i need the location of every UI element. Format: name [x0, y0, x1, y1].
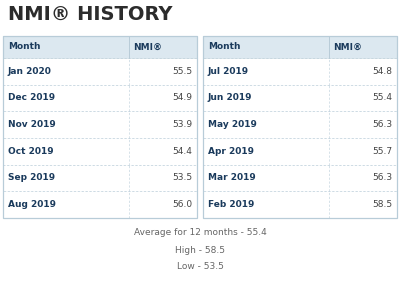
Bar [3, 138, 197, 165]
Text: 54.9: 54.9 [172, 93, 192, 102]
Text: 58.5: 58.5 [372, 200, 392, 209]
Bar [3, 165, 197, 191]
Text: Sep 2019: Sep 2019 [8, 173, 55, 182]
Bar [3, 36, 197, 58]
Text: Low - 53.5: Low - 53.5 [176, 262, 224, 271]
Text: High - 58.5: High - 58.5 [175, 246, 225, 255]
Text: 53.5: 53.5 [172, 173, 192, 182]
Text: Oct 2019: Oct 2019 [8, 147, 54, 156]
Text: 56.0: 56.0 [172, 200, 192, 209]
Text: Apr 2019: Apr 2019 [208, 147, 254, 156]
Text: Aug 2019: Aug 2019 [8, 200, 56, 209]
Text: 55.7: 55.7 [372, 147, 392, 156]
Text: Jan 2020: Jan 2020 [8, 67, 52, 76]
Text: 54.8: 54.8 [372, 67, 392, 76]
Text: NMI®: NMI® [133, 42, 162, 51]
Bar [203, 111, 397, 138]
Bar [3, 85, 197, 111]
Text: 56.3: 56.3 [372, 120, 392, 129]
Text: Dec 2019: Dec 2019 [8, 93, 55, 102]
Text: 55.5: 55.5 [172, 67, 192, 76]
Text: May 2019: May 2019 [208, 120, 257, 129]
Text: 56.3: 56.3 [372, 173, 392, 182]
Text: Mar 2019: Mar 2019 [208, 173, 256, 182]
Text: Average for 12 months - 55.4: Average for 12 months - 55.4 [134, 228, 266, 237]
Text: Month: Month [208, 42, 240, 51]
Text: Jun 2019: Jun 2019 [208, 93, 252, 102]
Bar [203, 36, 397, 58]
Bar [203, 138, 397, 165]
Bar [203, 58, 397, 85]
Text: NMI®: NMI® [333, 42, 362, 51]
Text: Feb 2019: Feb 2019 [208, 200, 254, 209]
Text: 55.4: 55.4 [372, 93, 392, 102]
Text: NMI® HISTORY: NMI® HISTORY [8, 5, 172, 24]
Bar [3, 191, 197, 218]
Text: 54.4: 54.4 [172, 147, 192, 156]
Bar [203, 85, 397, 111]
Text: 53.9: 53.9 [172, 120, 192, 129]
Bar [3, 58, 197, 85]
Text: Jul 2019: Jul 2019 [208, 67, 249, 76]
Text: Month: Month [8, 42, 40, 51]
Bar [203, 165, 397, 191]
Text: Nov 2019: Nov 2019 [8, 120, 56, 129]
Bar [3, 111, 197, 138]
Bar [203, 191, 397, 218]
